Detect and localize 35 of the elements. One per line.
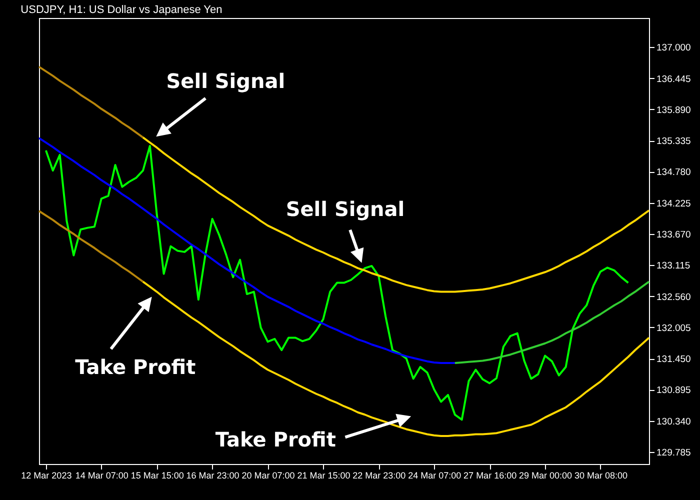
x-tick-label: 12 Mar 2023 [21,470,72,480]
y-tick-label: 132.005 [656,322,691,334]
y-tick-label: 135.890 [656,104,691,116]
y-tick-label: 134.780 [656,167,691,178]
annotation: Take Profit [75,355,196,380]
annotation: Sell Signal [286,196,405,221]
x-tick-label: 22 Mar 23:00 [352,470,406,480]
y-tick-label: 132.560 [656,292,691,303]
y-tick-label: 130.895 [656,385,691,396]
y-tick-label: 136.445 [656,74,691,85]
x-tick-label: 21 Mar 15:00 [297,470,350,480]
x-tick-label: 27 Mar 16:00 [464,470,517,480]
annotation: Sell Signal [166,68,286,93]
x-tick-label: 29 Mar 00:00 [519,470,572,480]
x-tick-label: 20 Mar 07:00 [242,470,295,480]
line-series [38,210,144,283]
y-tick-label: 129.785 [656,447,691,458]
line-series [38,66,144,138]
x-tick-label: 30 Mar 08:00 [574,470,628,480]
chart-title: USDJPY, H1: US Dollar vs Japanese Yen [20,4,222,16]
y-tick-label: 131.450 [656,354,691,366]
x-tick-label: 16 Mar 23:00 [186,470,240,480]
y-tick-label: 134.225 [656,198,691,210]
y-tick-label: 135.335 [656,136,691,148]
y-tick-label: 137.000 [656,42,691,54]
line-series [44,144,630,421]
y-tick-label: 130.340 [656,416,691,428]
line-series [142,136,650,293]
annotation: Take Profit [215,427,336,452]
x-tick-label: 15 Mar 15:00 [130,470,184,480]
y-tick-label: 133.115 [656,260,690,272]
y-tick-label: 133.670 [656,229,691,240]
x-tick-label: 14 Mar 07:00 [75,470,128,480]
x-tick-label: 24 Mar 07:00 [408,470,462,480]
line-series [454,280,650,364]
